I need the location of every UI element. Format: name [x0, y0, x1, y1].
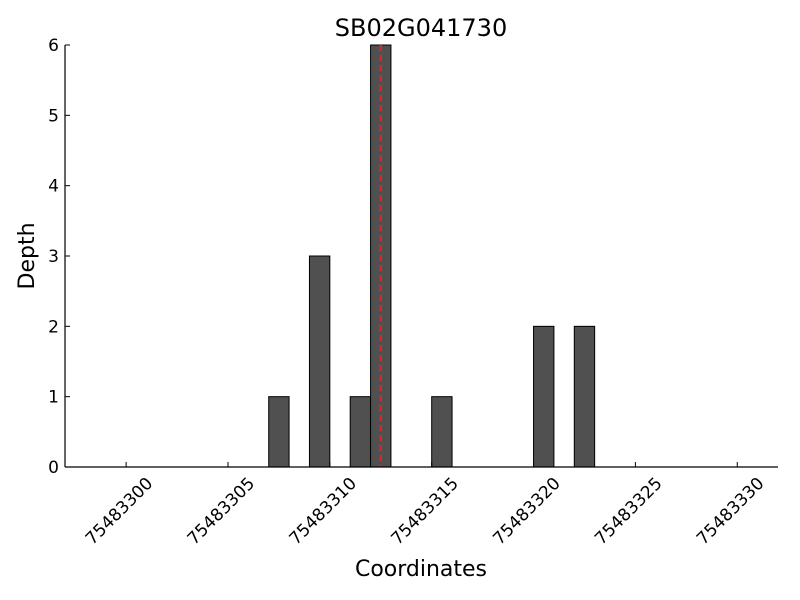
x-tick-label: 75483325 — [591, 474, 666, 549]
y-tick-label: 3 — [48, 247, 59, 267]
x-tick-label: 75483300 — [82, 474, 157, 549]
y-tick-label: 6 — [48, 36, 59, 56]
y-tick-label: 4 — [48, 177, 59, 197]
x-tick-label: 75483330 — [693, 474, 768, 549]
x-tick-label: 75483320 — [489, 474, 564, 549]
x-tick-label: 75483310 — [286, 474, 361, 549]
x-tick-label: 75483315 — [387, 474, 462, 549]
chart-title: SB02G041730 — [335, 14, 507, 42]
bar — [349, 396, 372, 468]
bar — [573, 325, 596, 468]
y-tick-label: 1 — [48, 388, 59, 408]
y-tick-label: 2 — [48, 317, 59, 337]
bar — [533, 325, 555, 468]
y-tick-label: 0 — [48, 458, 59, 478]
bar — [431, 396, 453, 468]
x-axis-label: Coordinates — [355, 557, 487, 582]
y-axis-label: Depth — [15, 222, 40, 289]
bar — [308, 255, 331, 468]
bar — [268, 396, 290, 468]
x-tick-label: 75483305 — [184, 474, 259, 549]
y-tick-label: 5 — [48, 106, 59, 126]
